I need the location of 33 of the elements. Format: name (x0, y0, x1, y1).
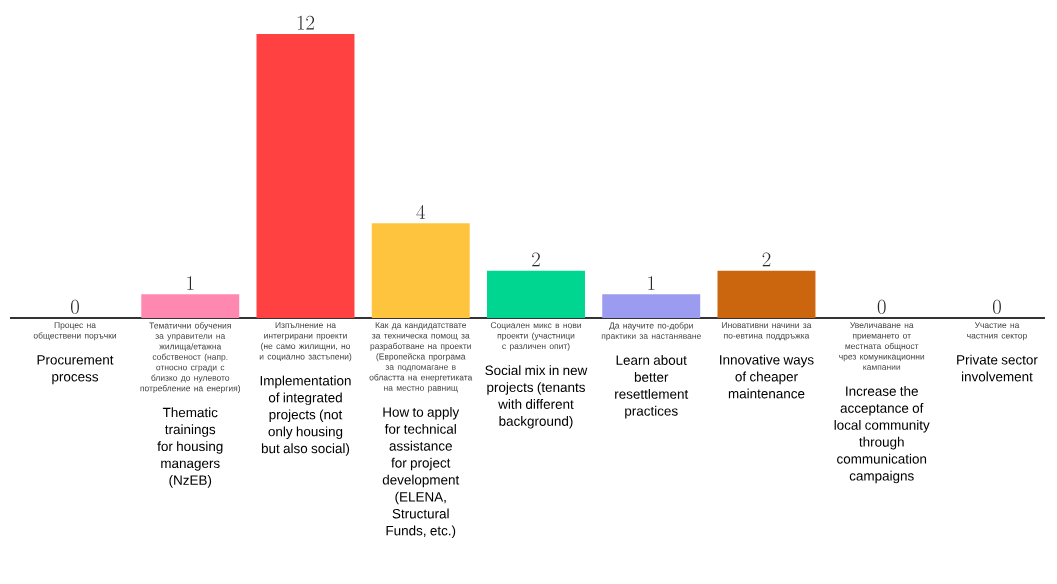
x-tick-label: Участие на частния сектор (967, 322, 1027, 341)
bar (602, 294, 701, 318)
text: Learn about better resettlement practices (615, 355, 689, 419)
text: Increase the acceptance of local community through communication campaigns (834, 386, 930, 484)
bar (717, 270, 816, 318)
x-tick-label: Увеличаване на приемането от местната общност чрез комуникационни кампании (839, 322, 925, 370)
x-tick-label: Иновативни начини за по-евтина поддръжка (722, 322, 812, 341)
data-label: 0 (993, 299, 1001, 314)
x-tick-label: Да научите по-добри практики за настаняване (601, 322, 701, 341)
bar (141, 294, 240, 318)
text: How to apply for technical assistance for project development (ELENA, Structural Funds, etc.) (382, 406, 460, 539)
data-label: 1 (648, 276, 655, 290)
x-tick-label: Тематични обучения за управители на жилища/етажна собственост (напр. относно сгради с близко до нулевото потребление на енергия) (140, 322, 241, 393)
data-label: 2 (532, 252, 540, 267)
text: Private sector involvement (957, 354, 1038, 382)
x-tick-label: Социален микс в нови проекти (участници с различен опит) (490, 322, 581, 351)
data-label: 4 (416, 205, 426, 219)
data-label: 0 (71, 299, 79, 314)
data-label: 2 (762, 252, 771, 267)
bar (371, 223, 470, 318)
bar (256, 34, 355, 318)
text: Innovative ways of cheaper maintenance (720, 354, 814, 399)
text: Implementation of integrated projects (not only housing but also social) (260, 375, 351, 456)
text: Procurement process (37, 355, 114, 385)
data-label: 1 (187, 276, 194, 290)
data-label: 12 (297, 15, 315, 30)
text: Social mix in new projects (tenants with different background) (485, 365, 588, 429)
x-tick-label: Изпълнение на интегрирани проекти (не само жилищни, но и социално застъпени) (259, 322, 352, 362)
bar (487, 270, 585, 318)
data-label: 0 (877, 299, 886, 314)
text: Thematic trainings for housing managers (NzEB) (157, 407, 223, 488)
x-tick-label: Как да кандидатствате за техническа помощ за разработване на проекти (Европейска програма за подпомагане в областта на енергетиката на местно равнищ (369, 322, 473, 393)
x-tick-label: Процес на обществени поръчки (33, 322, 117, 341)
